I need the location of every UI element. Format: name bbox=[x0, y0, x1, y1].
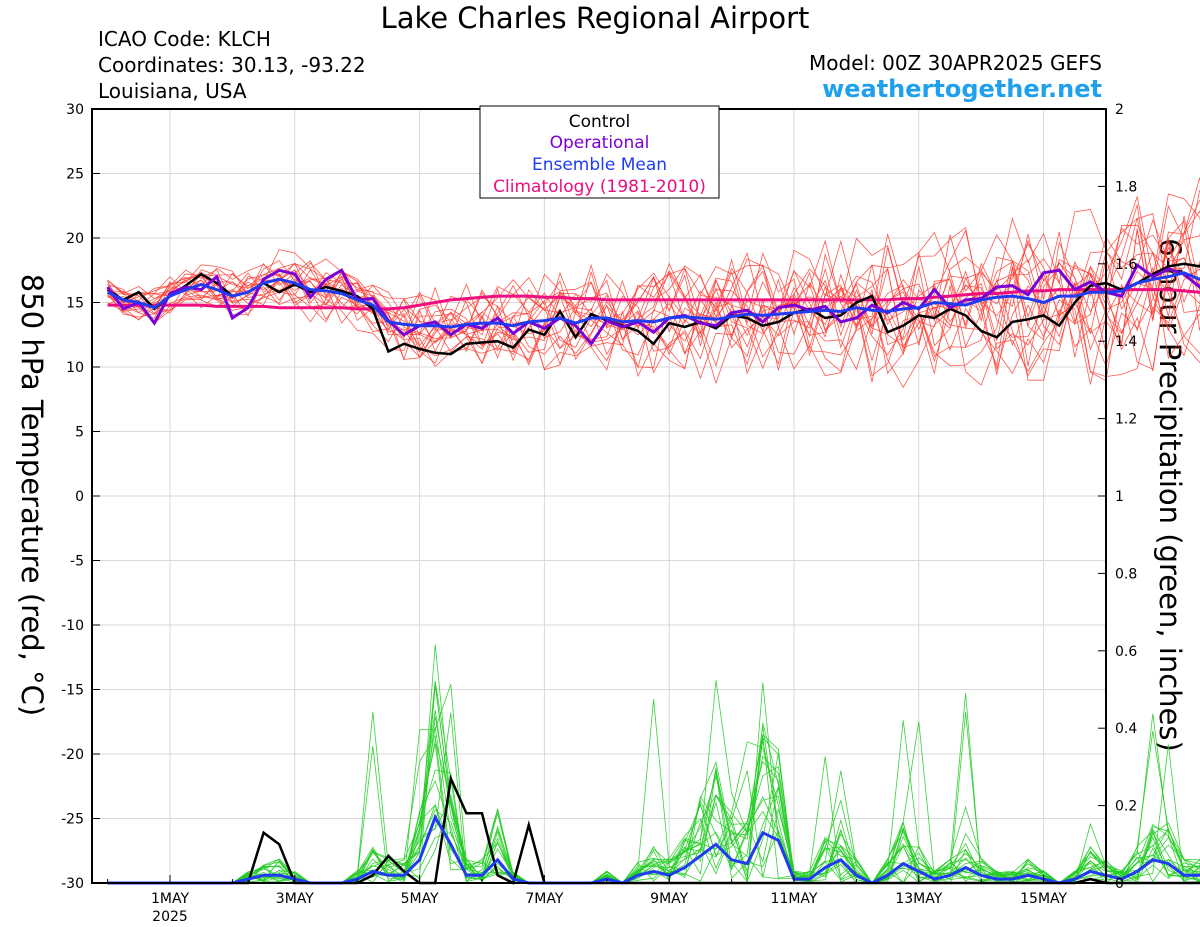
tick-label-right: 0 bbox=[1115, 876, 1124, 892]
legend-operational: Operational bbox=[550, 133, 650, 153]
precipitation-member-line bbox=[107, 680, 1200, 884]
precipitation-member-line bbox=[107, 734, 1200, 884]
tick-label-left: 15 bbox=[66, 296, 84, 312]
temperature-member-line bbox=[107, 239, 1200, 378]
precipitation-member-line bbox=[107, 680, 1200, 884]
legend: Control Operational Ensemble Mean Climat… bbox=[479, 105, 720, 199]
temperature-member-line bbox=[107, 210, 1200, 381]
temperature-member-line bbox=[107, 177, 1200, 375]
coordinates: Coordinates: 30.13, -93.22 bbox=[98, 53, 366, 77]
tick-label-x: 1MAY bbox=[151, 891, 189, 907]
tick-label-right: 1.6 bbox=[1115, 257, 1137, 273]
precipitation-member-line bbox=[107, 684, 1200, 884]
region: Louisiana, USA bbox=[98, 79, 247, 103]
tick-label-right: 1 bbox=[1115, 489, 1124, 505]
tick-label-right: 1.2 bbox=[1115, 412, 1137, 428]
site-link[interactable]: weathertogether.net bbox=[822, 75, 1102, 103]
tick-label-right: 1.4 bbox=[1115, 334, 1137, 350]
tick-label-left: -10 bbox=[61, 618, 84, 634]
precipitation-member-line bbox=[107, 684, 1200, 884]
precipitation-member-line bbox=[107, 684, 1200, 884]
temperature-member-line bbox=[107, 227, 1200, 385]
tick-label-left: 10 bbox=[66, 360, 84, 376]
legend-control: Control bbox=[569, 112, 630, 132]
precipitation-member-line bbox=[107, 710, 1200, 884]
operational-temperature-line bbox=[106, 262, 1200, 347]
axes: 302520151050-5-10-15-20-25-3021.81.61.41… bbox=[61, 102, 1137, 925]
tick-label-x: 15MAY bbox=[1020, 891, 1067, 907]
precipitation-member-line bbox=[107, 682, 1200, 884]
ensemble-mean-temperature-line bbox=[106, 271, 1200, 329]
tick-label-x: 11MAY bbox=[771, 891, 818, 907]
tick-label-x: 13MAY bbox=[895, 891, 942, 907]
precipitation-member-line bbox=[107, 733, 1200, 884]
tick-label-left: -25 bbox=[61, 812, 84, 828]
tick-label-left: -15 bbox=[61, 683, 84, 699]
temperature-member-line bbox=[107, 231, 1200, 380]
temperature-member-line bbox=[107, 233, 1200, 382]
grid bbox=[92, 109, 1106, 883]
tick-label-right: 0.6 bbox=[1115, 644, 1137, 660]
tick-label-right: 0.4 bbox=[1115, 721, 1137, 737]
icao-code: ICAO Code: KLCH bbox=[98, 27, 271, 51]
tick-label-left: -20 bbox=[61, 747, 84, 763]
legend-climatology: Climatology (1981-2010) bbox=[493, 177, 706, 197]
tick-label-right: 0.2 bbox=[1115, 799, 1137, 815]
tick-label-left: 25 bbox=[66, 167, 84, 183]
ensemble-mean-precipitation-line bbox=[107, 813, 1200, 885]
tick-label-left: 0 bbox=[75, 489, 84, 505]
legend-ensemble-mean: Ensemble Mean bbox=[532, 155, 667, 175]
precipitation-member-line bbox=[107, 734, 1200, 884]
tick-label-x-year: 2025 bbox=[152, 909, 188, 925]
precipitation-member-line bbox=[107, 713, 1200, 884]
tick-label-left: 5 bbox=[75, 425, 84, 441]
tick-label-left: -5 bbox=[70, 554, 84, 570]
tick-label-left: 20 bbox=[66, 231, 84, 247]
model-run: Model: 00Z 30APR2025 GEFS bbox=[809, 51, 1102, 75]
page-title: Lake Charles Regional Airport bbox=[380, 1, 810, 35]
legend-box bbox=[479, 105, 720, 199]
temperature-member-line bbox=[107, 209, 1200, 377]
tick-label-right: 1.8 bbox=[1115, 179, 1137, 195]
main-series bbox=[106, 262, 1200, 885]
tick-label-x: 3MAY bbox=[276, 891, 314, 907]
temperature-members bbox=[107, 177, 1200, 389]
tick-label-x: 9MAY bbox=[650, 891, 688, 907]
tick-label-x: 5MAY bbox=[401, 891, 439, 907]
tick-label-x: 7MAY bbox=[525, 891, 563, 907]
tick-label-right: 0.8 bbox=[1115, 566, 1137, 582]
tick-label-right: 2 bbox=[1115, 102, 1124, 118]
temperature-member-line bbox=[107, 199, 1200, 367]
precipitation-members bbox=[107, 644, 1200, 884]
tick-label-left: 30 bbox=[66, 102, 84, 118]
control-temperature-line bbox=[106, 262, 1200, 356]
tick-label-left: -30 bbox=[61, 876, 84, 892]
precipitation-member-line bbox=[107, 712, 1200, 884]
